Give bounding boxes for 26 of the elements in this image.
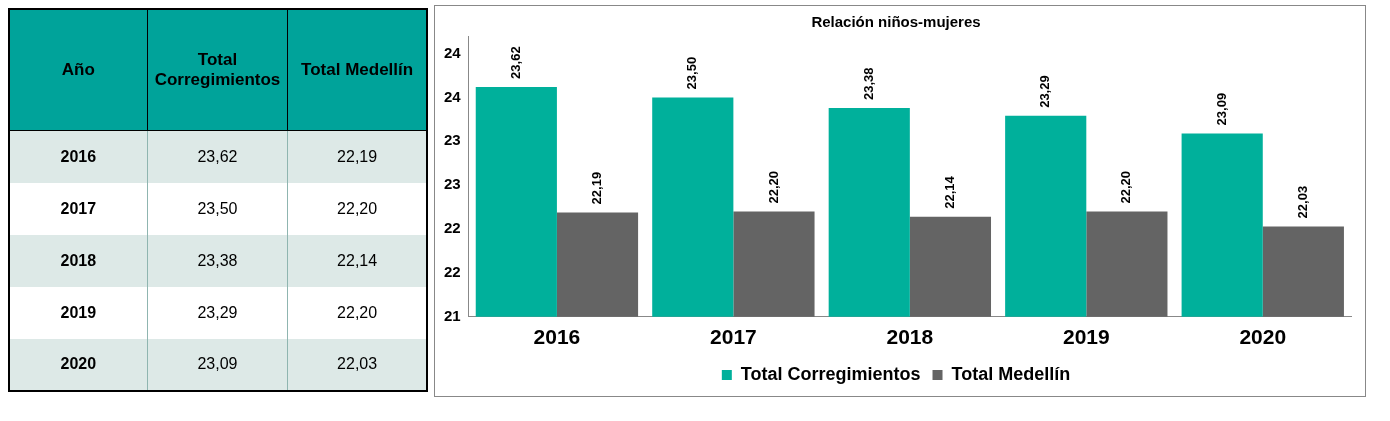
values-table: Año Total Corregimientos Total Medellín 2016 23,62 22,19 2017 23,50 22,20 2018 23,38 22,14 2019 23,29 22,20 2020 23,09 22,03 [8, 8, 428, 392]
data-label: 23,62 [507, 46, 523, 79]
y-tick-label: 22 [444, 263, 461, 281]
data-label: 23,29 [1037, 75, 1053, 108]
y-tick-label: 24 [444, 87, 462, 105]
y-tick-label: 21 [444, 306, 461, 324]
x-tick-label: 2020 [1239, 325, 1287, 349]
x-tick-label: 2017 [710, 325, 757, 349]
data-label: 22,20 [1118, 170, 1134, 204]
data-label: 22,14 [942, 175, 958, 209]
x-tick-label: 2018 [886, 325, 934, 349]
x-tick-label: 2019 [1062, 325, 1110, 349]
data-label: 23,50 [684, 56, 700, 90]
data-label: 22,19 [589, 171, 605, 205]
data-label: 22,20 [765, 170, 781, 204]
legend-label: Total Medellín [951, 363, 1071, 384]
y-tick-label: 23 [444, 175, 461, 193]
y-tick-label: 22 [444, 219, 461, 237]
data-label: 23,09 [1213, 92, 1229, 126]
y-tick-label: 24 [444, 43, 462, 61]
data-label: 23,38 [860, 67, 876, 100]
chart-title: Relación niños-mujeres [811, 13, 981, 31]
y-tick-label: 23 [444, 131, 461, 149]
x-tick-label: 2016 [533, 325, 581, 349]
data-label: 22,03 [1294, 185, 1310, 219]
legend-label: Total Corregimientos [740, 363, 921, 384]
